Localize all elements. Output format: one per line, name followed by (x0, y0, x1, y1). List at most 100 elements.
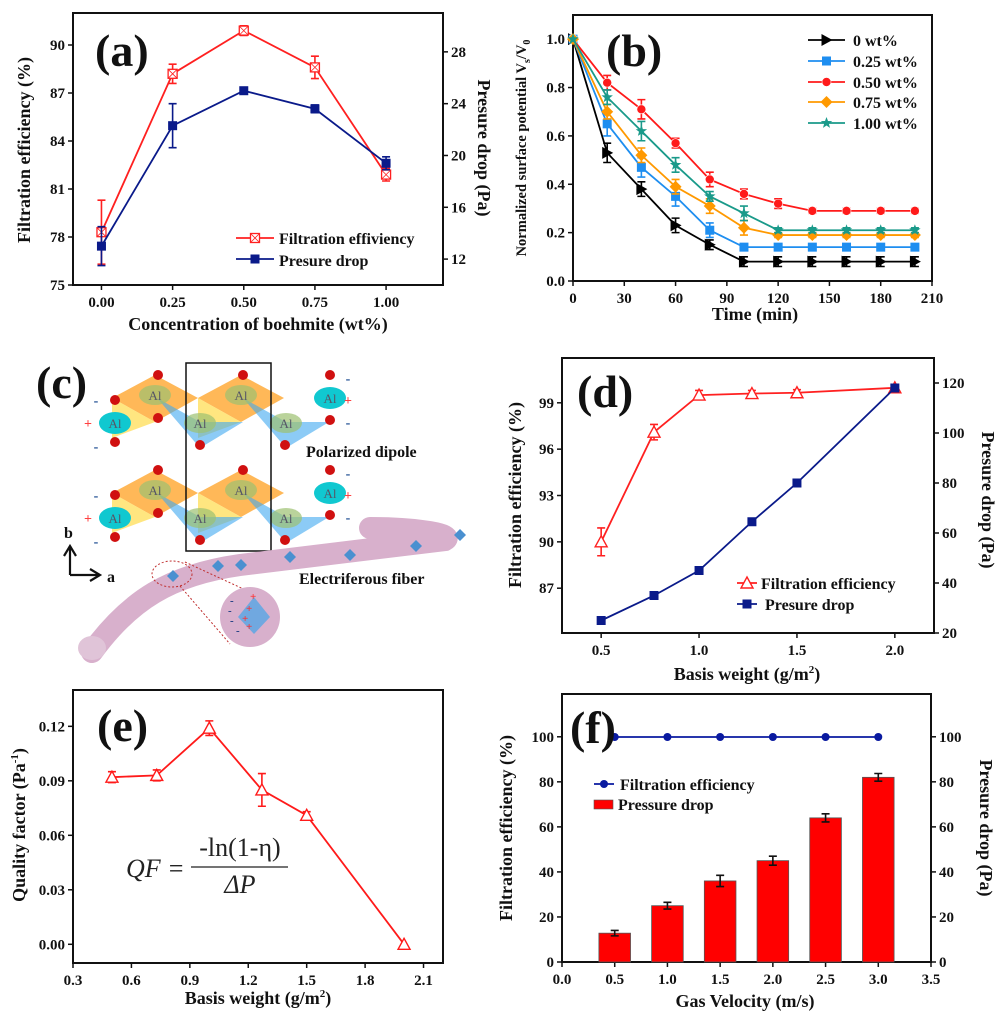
al-atom (139, 480, 171, 500)
y2-tick-label: 20 (451, 148, 466, 164)
x-tick-label: 1.5 (297, 973, 316, 989)
x-tick-label: 60 (668, 291, 683, 307)
y2-tick-label: 24 (451, 97, 467, 113)
plot-frame (561, 693, 932, 963)
x-axis-title-f: Gas Velocity (m/s) (676, 991, 815, 1012)
data-point (768, 733, 777, 742)
oxygen-atom (195, 535, 205, 545)
data-point (841, 255, 853, 268)
y-tick-label: 0.0 (546, 274, 565, 290)
data-point (239, 86, 249, 96)
inset-particle (238, 597, 270, 634)
chart-1: 0 30 60 90 120 150 180 210 0.0 0.2 0.4 0.6 0.8 1.0 (546, 14, 944, 307)
charge-sign: - (94, 489, 99, 504)
series-line (600, 386, 895, 543)
x-tick-label: 0.3 (64, 973, 83, 989)
y2-tick-label: 28 (451, 45, 466, 61)
data-point (669, 158, 682, 170)
error-bar (716, 874, 725, 888)
x-tick-label: 0.00 (88, 295, 114, 311)
data-point (875, 224, 887, 236)
data-point (909, 255, 921, 268)
charge-sign: - (228, 605, 232, 617)
data-point (704, 190, 716, 202)
x-tick-label: 0.6 (122, 973, 141, 989)
charge-sign: - (346, 416, 351, 431)
data-point (890, 383, 900, 393)
oxygen-atom (110, 437, 120, 447)
legend-d: Filtration efficiency Presure drop (761, 576, 896, 614)
al-atom (270, 508, 302, 528)
x-tick-label: 2.1 (414, 973, 433, 989)
data-point (567, 33, 579, 44)
x-tick-label: 0 (569, 291, 577, 307)
data-point (792, 478, 802, 488)
data-point (670, 219, 682, 232)
legend-b: 0 wt% 0.25 wt% 0.50 wt% 0.75 wt% 1.00 wt… (853, 33, 918, 133)
y-axis-title-a: Filtration efficiency (%) (14, 57, 35, 243)
y-axis-title-f: Filtration efficiency (%) (496, 735, 517, 921)
x-tick-label: 180 (869, 291, 892, 307)
legend-label-d-1: Presure drop (765, 597, 854, 614)
x-tick-label: 210 (921, 291, 944, 307)
oxygen-atom (325, 370, 335, 380)
x-tick-label: 0.25 (159, 295, 185, 311)
x-tick-label: 1.00 (373, 295, 399, 311)
y-tick-label: 0.09 (39, 774, 65, 790)
y-tick-label: 20 (539, 910, 554, 926)
legend-marker (742, 599, 752, 609)
error-bar (663, 901, 672, 910)
oxygen-atom (325, 510, 335, 520)
panel-label-e: (e) (97, 700, 148, 751)
y-tick-label: 0.2 (546, 226, 565, 242)
y2-tick-label: 60 (939, 820, 954, 836)
al-atom-label: Al (280, 416, 293, 431)
y-tick-label: 0 (547, 955, 555, 971)
y2-tick-label: 40 (942, 576, 957, 592)
oxygen-atom (153, 508, 163, 518)
charge-sign: + (344, 489, 352, 504)
boehmite-particle (167, 570, 179, 582)
chart-3: 0.3 0.6 0.9 1.2 1.5 1.8 2.1 0.00 0.03 0.06 0.09 0.1… (39, 689, 444, 989)
data-point (876, 242, 886, 252)
data-point (738, 255, 750, 268)
legend-label-a-0: Filtration effiviency (279, 231, 415, 248)
charge-sign: - (346, 511, 351, 526)
data-point (649, 591, 659, 600)
al-atom-label: Al (324, 391, 337, 406)
zoom-lines (179, 561, 251, 645)
al-atom-label: Al (194, 511, 207, 526)
data-point (910, 242, 920, 252)
data-point (601, 105, 614, 118)
boehmite-particle (410, 540, 422, 552)
data-point (747, 517, 757, 527)
plot-frame (72, 689, 444, 964)
y2-tick-label: 12 (451, 252, 466, 268)
data-point (773, 198, 783, 209)
data-point (737, 221, 750, 234)
dipole-label: Polarized dipole (306, 444, 417, 461)
y-axis-title-e: Quality factor (Pa-1) (9, 748, 30, 902)
formula-lhs: QF = (126, 854, 185, 883)
x-tick-label: 2.5 (816, 972, 835, 988)
formula-numerator: -ln(1-η) (199, 833, 280, 862)
data-point (636, 104, 647, 115)
data-point (610, 733, 619, 742)
data-point (381, 158, 391, 168)
legend-label-b-3: 0.75 wt% (853, 95, 918, 112)
oxygen-atom (153, 465, 163, 475)
oxygen-atom (110, 490, 120, 500)
y-tick-label: 100 (532, 730, 555, 746)
oxygen-atom (153, 370, 163, 380)
charge-sign: + (246, 621, 252, 633)
y-tick-label: 75 (50, 278, 65, 294)
y2-tick-label: 20 (942, 626, 957, 642)
data-point (694, 566, 704, 575)
al-atom-label: Al (280, 511, 293, 526)
data-point (773, 242, 783, 252)
data-point (807, 206, 818, 216)
lattice-axes-arrows (63, 543, 103, 582)
y2-tick-label: 80 (939, 775, 954, 791)
data-point (807, 242, 817, 252)
legend-label-d-0: Filtration efficiency (761, 576, 896, 593)
